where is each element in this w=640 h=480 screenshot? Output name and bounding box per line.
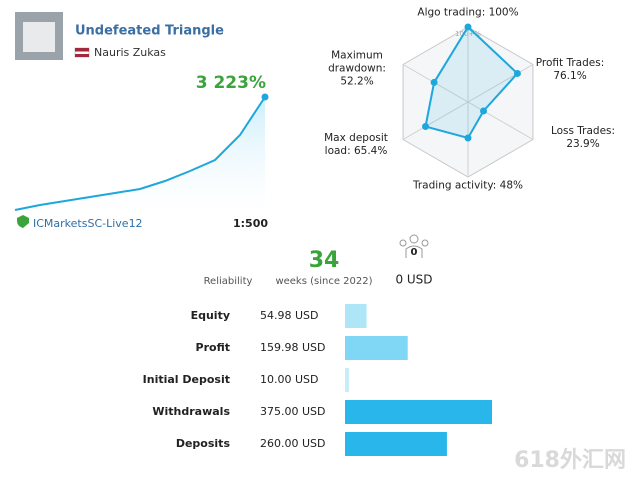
radar-label: Max deposit load: 65.4% bbox=[324, 132, 388, 157]
broker[interactable]: ICMarketsSC-Live12 bbox=[33, 217, 143, 230]
bar bbox=[345, 368, 349, 392]
bar bbox=[345, 336, 408, 360]
bar-category: Initial Deposit bbox=[143, 373, 230, 386]
bar-value-label: 54.98 USD bbox=[260, 309, 319, 322]
radar-label: Loss Trades: 23.9% bbox=[550, 125, 616, 150]
weeks-label: weeks (since 2022) bbox=[275, 276, 372, 287]
bar-category: Withdrawals bbox=[152, 405, 230, 418]
bar-value-label: 10.00 USD bbox=[260, 373, 319, 386]
radar-label: Trading activity: 48% bbox=[412, 179, 523, 192]
subscribers: 0 bbox=[411, 247, 418, 258]
radar-spoke bbox=[402, 101, 469, 140]
radar-point bbox=[513, 69, 521, 77]
bar bbox=[345, 432, 447, 456]
bar-category: Profit bbox=[196, 341, 230, 354]
radar-point bbox=[464, 23, 472, 31]
bar bbox=[345, 304, 367, 328]
growth-area bbox=[15, 97, 265, 215]
radar-point bbox=[480, 107, 488, 115]
bar-value-label: 159.98 USD bbox=[260, 341, 326, 354]
flag-stripe bbox=[75, 48, 89, 52]
bar-category: Equity bbox=[191, 309, 230, 322]
flag-stripe bbox=[75, 54, 89, 57]
reliability-label: Reliability bbox=[204, 276, 253, 287]
radar-spoke bbox=[467, 101, 534, 140]
avatar-detail bbox=[23, 22, 55, 52]
weeks: 34 bbox=[309, 248, 340, 273]
radar-label: Algo trading: 100% bbox=[417, 6, 519, 19]
subscribers-icon bbox=[399, 234, 429, 258]
bar bbox=[345, 400, 492, 424]
radar-label: Maximum drawdown: 52.2% bbox=[328, 49, 386, 88]
growth-end-point bbox=[261, 93, 269, 101]
bar-value-label: 260.00 USD bbox=[260, 437, 326, 450]
watermark: 618外汇网 bbox=[514, 447, 626, 473]
author[interactable]: Nauris Zukas bbox=[94, 46, 166, 59]
radar-point bbox=[430, 78, 438, 86]
subscribers-funds: 0 USD bbox=[395, 273, 432, 287]
signal-title[interactable]: Undefeated Triangle bbox=[75, 24, 224, 39]
radar-point bbox=[464, 134, 472, 142]
growth-total: 3 223% bbox=[196, 73, 266, 93]
radar-point bbox=[422, 123, 430, 131]
leverage: 1:500 bbox=[233, 217, 268, 230]
bar-value-label: 375.00 USD bbox=[260, 405, 326, 418]
bar-category: Deposits bbox=[176, 437, 231, 450]
radar-spoke bbox=[467, 64, 534, 103]
verified-icon bbox=[17, 215, 29, 228]
growth-line bbox=[14, 96, 266, 211]
radar-label: Profit Trades: 76.1% bbox=[535, 57, 605, 82]
